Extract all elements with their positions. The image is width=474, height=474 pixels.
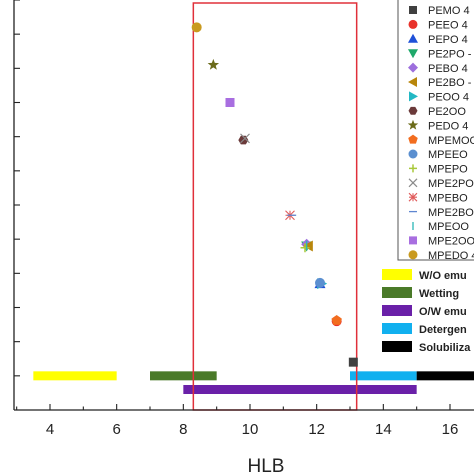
legend-label-pebo-4: PEBO 4 [428, 63, 468, 75]
data-point-pedo-4 [207, 58, 220, 70]
data-points [191, 22, 358, 367]
range-bar-detergen [350, 371, 417, 381]
legend-marker-peeo-4 [408, 19, 418, 29]
x-tick-label: 8 [179, 421, 187, 438]
legend-marker-pebo-4 [408, 62, 418, 73]
legend-label-mpebo: MPEBO [428, 192, 468, 204]
data-point-mpepo [300, 243, 310, 253]
legend-label-mpe2bo: MPE2BO [428, 207, 474, 219]
data-point-pe2bo [302, 240, 313, 252]
range-legend-label-wetting: Wetting [419, 288, 459, 300]
legend-marker-pe2po [408, 49, 418, 59]
legend-marker-pedo-4 [407, 119, 419, 130]
legend-label-pemo-4: PEMO 4 [428, 5, 470, 17]
legend-marker-peoo-4 [409, 91, 418, 102]
range-legend-swatch-wetting [382, 287, 412, 298]
x-tick-label: 6 [112, 421, 120, 438]
data-point-mpemoo [331, 314, 342, 325]
legend: PEMO 4 PEEO 4 PEPO 4 PE2PO - PEBO 4 PE2BO - PE… [397, 0, 474, 262]
legend-box [397, 0, 474, 261]
legend-marker-pe2oo [408, 106, 418, 115]
range-bar-o-w-emu [183, 385, 417, 394]
range-legend-label-w-o-emu: W/O emu [419, 270, 467, 282]
x-tick-label: 12 [308, 421, 325, 438]
legend-label-mpemoo: MPEMOO [428, 135, 474, 147]
x-tick-label: 14 [375, 421, 392, 438]
range-legend: W/O emu Wetting O/W emu Detergen Solubiliza [382, 269, 471, 354]
legend-marker-pepo-4 [408, 33, 418, 43]
legend-marker-pe2bo [408, 77, 417, 87]
range-legend-swatch-w-o-emu [382, 269, 412, 280]
legend-label-mpeoo: MPEOO [428, 221, 469, 233]
range-legend-swatch-o-w-emu [382, 305, 412, 316]
legend-label-peoo-4: PEOO 4 [428, 92, 469, 104]
legend-label-mpe2oo: MPE2OO [428, 236, 474, 248]
x-tick-label: 10 [242, 421, 259, 438]
legend-label-pepo-4: PEPO 4 [428, 34, 468, 46]
legend-marker-pemo-4 [409, 6, 417, 14]
data-point-mpedo-4 [191, 22, 202, 33]
legend-marker-mpe2po [408, 178, 418, 188]
x-tick-label: 16 [442, 421, 459, 438]
legend-label-pe2oo: PE2OO [428, 106, 466, 118]
range-legend-label-detergen: Detergen [419, 324, 467, 336]
data-point-pemo-4 [348, 357, 358, 367]
legend-marker-mpeeo [408, 149, 418, 159]
axes: 4 6 8 10 12 14 16 [13, 0, 474, 438]
legend-label-pe2bo: PE2BO - [428, 77, 472, 89]
range-legend-label-solubiliza: Solubiliza [419, 342, 471, 354]
legend-label-pe2po: PE2PO - [428, 48, 472, 60]
legend-label-pedo-4: PEDO 4 [428, 120, 468, 132]
range-bar-solubiliza [416, 371, 474, 381]
legend-label-mpedo-4: MPEDO 4 [428, 250, 474, 262]
legend-marker-mpepo [409, 164, 417, 173]
range-bar-wetting [150, 371, 217, 381]
highlight-rectangle [192, 2, 358, 411]
range-bars [33, 371, 474, 394]
range-legend-label-o-w-emu: O/W emu [419, 306, 467, 318]
legend-marker-mpemoo [408, 134, 418, 144]
x-axis-label: HLB [248, 456, 285, 474]
legend-marker-mpebo [408, 192, 418, 202]
range-legend-swatch-detergen [382, 323, 412, 334]
data-point-mpeeo [315, 277, 325, 288]
legend-label-mpeeo: MPEEO [428, 149, 468, 161]
legend-marker-mpe2oo [409, 236, 417, 245]
legend-marker-mpedo-4 [408, 250, 418, 260]
legend-label-mpepo: MPEPO [428, 164, 468, 176]
highlight-region [192, 2, 358, 411]
range-bar-w-o-emu [33, 371, 117, 381]
legend-label-mpe2po: MPE2PO [428, 178, 474, 190]
data-point-mpe2oo [225, 98, 235, 107]
range-legend-swatch-solubiliza [382, 341, 412, 352]
data-point-mpe2po [240, 133, 250, 144]
x-tick-label: 4 [46, 421, 54, 438]
legend-label-peeo-4: PEEO 4 [428, 20, 468, 32]
